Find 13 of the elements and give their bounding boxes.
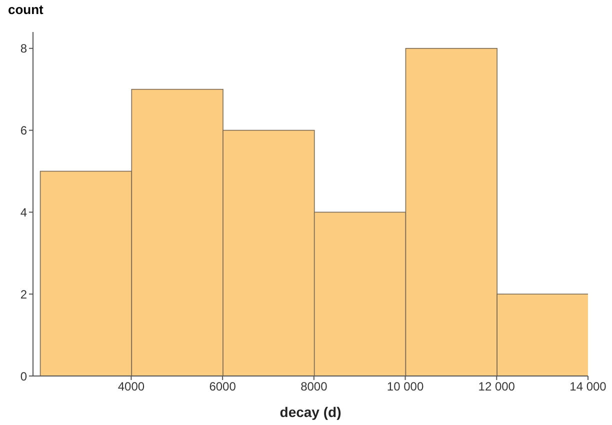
x-tick-label: 14 000 — [570, 380, 607, 394]
x-tick-label: 8000 — [300, 380, 328, 394]
y-tick-label: 0 — [20, 369, 28, 384]
y-tick-label: 8 — [20, 42, 28, 56]
y-tick-label: 6 — [20, 124, 28, 138]
x-tick-label: 12 000 — [478, 380, 516, 394]
x-axis-title: decay (d) — [280, 404, 342, 420]
x-tick-label: 6000 — [209, 380, 236, 394]
y-tick-label: 4 — [20, 205, 28, 220]
y-axis-title: count — [8, 2, 44, 17]
x-tick-label: 10 000 — [386, 380, 424, 394]
y-tick-label: 2 — [20, 287, 28, 302]
x-tick-label: 4000 — [118, 380, 145, 394]
